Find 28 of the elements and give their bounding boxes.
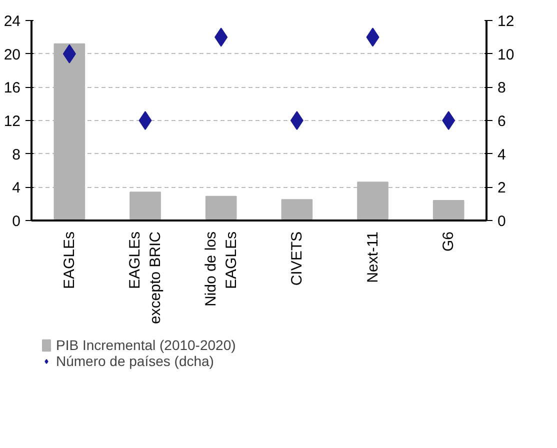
legend-label: PIB Incremental (2010-2020) — [56, 337, 236, 353]
x-tick-label: CIVETS — [288, 231, 306, 286]
y-tick-label: 4 — [12, 180, 20, 197]
bar — [281, 199, 313, 220]
y-tick-label: 20 — [4, 46, 21, 64]
x-tick-label: EAGLEs — [60, 231, 78, 290]
x-tick-label: EAGLEs excepto BRIC — [126, 231, 164, 324]
bar — [432, 200, 464, 220]
y2-tick-label: 8 — [498, 80, 506, 97]
y-tick-label: 16 — [4, 80, 21, 97]
y-tick-label: 12 — [4, 113, 21, 130]
y2-tick-label: 2 — [498, 180, 506, 197]
y-tick-label: 24 — [4, 13, 21, 30]
bar — [130, 192, 161, 220]
y2-tick-label: 6 — [498, 113, 506, 130]
y-tick-label: 0 — [12, 213, 20, 230]
y-tick-label: 8 — [12, 146, 20, 164]
y2-tick-label: 4 — [498, 146, 506, 164]
y2-tick-label: 0 — [498, 213, 506, 230]
point — [290, 111, 304, 130]
bar — [205, 196, 237, 220]
y2-tick-label: 12 — [498, 13, 514, 30]
legend-label: Número de países (dcha) — [56, 353, 214, 369]
point — [138, 111, 152, 130]
point — [442, 111, 456, 130]
x-tick-label: G6 — [440, 231, 458, 252]
y2-tick-label: 10 — [498, 46, 514, 64]
x-tick-label: Next-11 — [364, 231, 382, 283]
